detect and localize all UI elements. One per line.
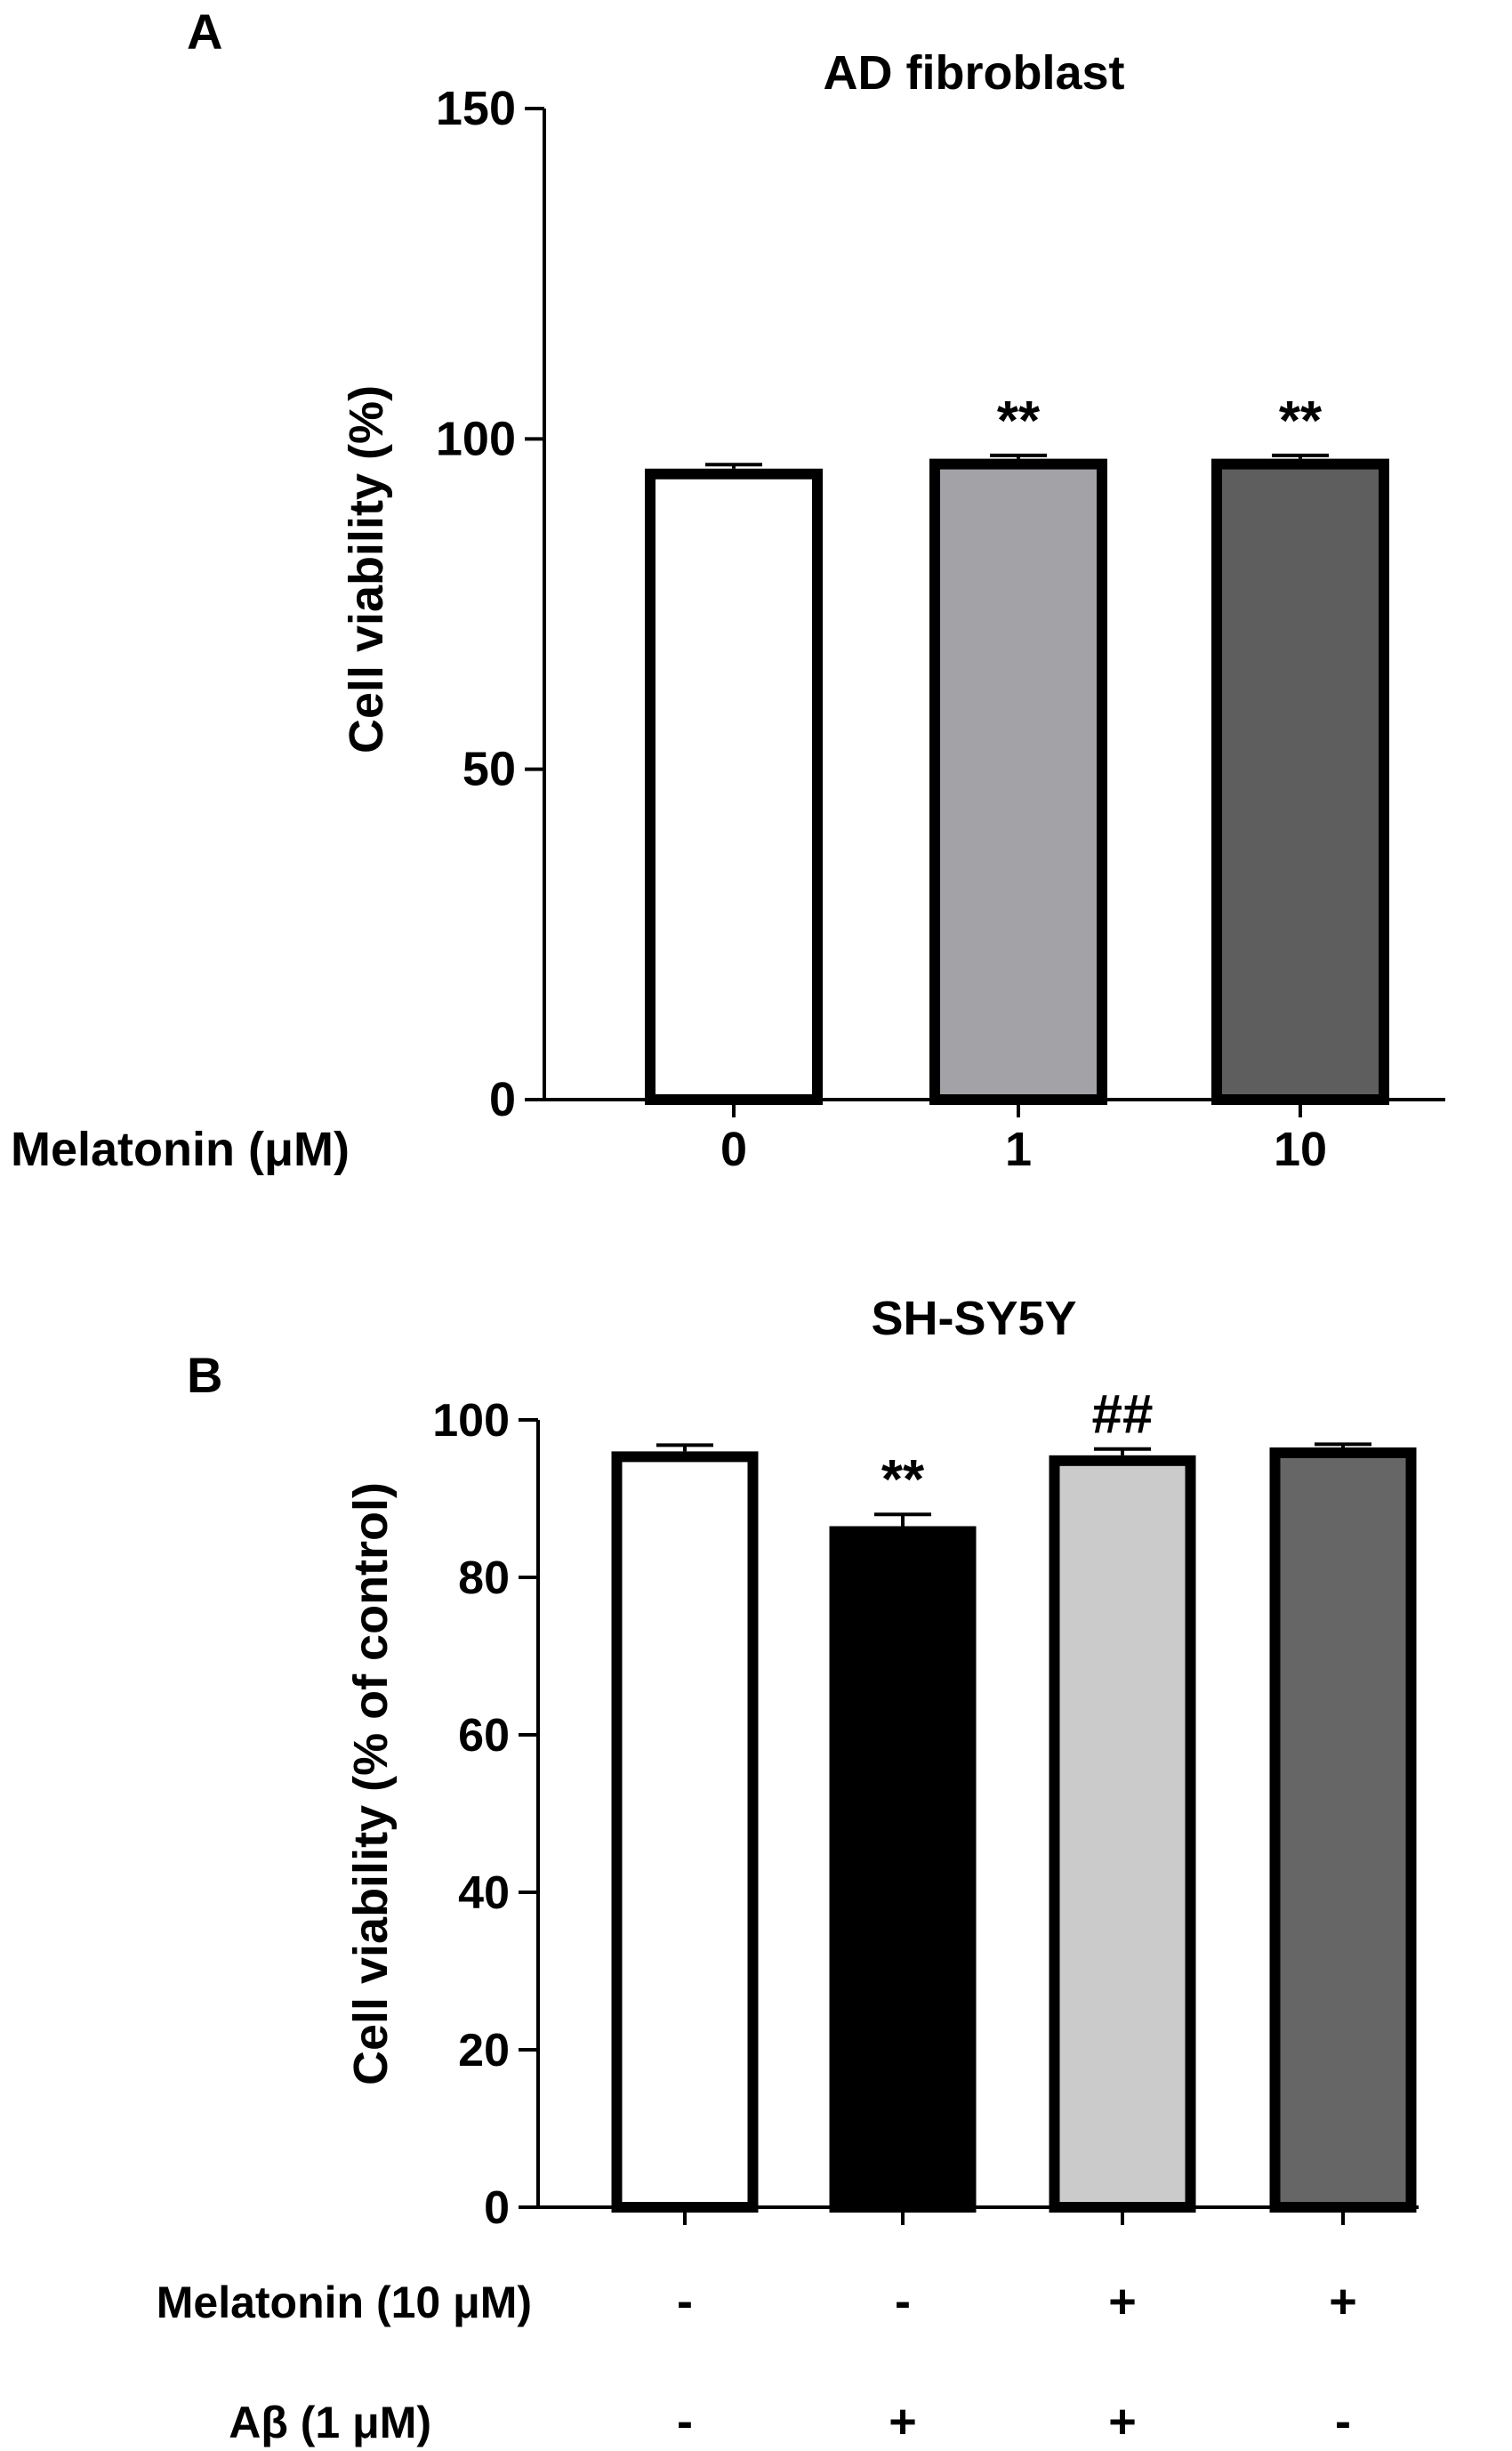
chart-b-y-tick-label: 80 bbox=[458, 1552, 510, 1604]
chart-b-condition-label-melatonin: Melatonin (10 μM) bbox=[157, 2278, 532, 2327]
chart-a-x-tick-label: 1 bbox=[1005, 1123, 1032, 1176]
chart-b-y-tick-label: 0 bbox=[484, 2182, 510, 2234]
chart-a-y-tick-label: 100 bbox=[436, 412, 516, 465]
chart-a-y-tick-label: 0 bbox=[489, 1073, 516, 1126]
panel-a-label: A bbox=[187, 4, 222, 60]
chart-b-condition-sign: - bbox=[895, 2275, 911, 2328]
chart-a-significance-label: ** bbox=[1279, 391, 1323, 452]
chart-a-x-axis-label: Melatonin (μM) bbox=[11, 1123, 350, 1176]
chart-a: AD fibroblast Cell viability (%) Melaton… bbox=[11, 46, 1445, 1176]
chart-a-y-tick-label: 50 bbox=[462, 743, 516, 796]
panel-b-label: B bbox=[187, 1347, 222, 1403]
chart-b-condition-label-abeta: Aβ (1 μM) bbox=[229, 2398, 431, 2447]
chart-a-y-tick-label: 150 bbox=[436, 82, 516, 135]
chart-b-condition-sign: + bbox=[1108, 2395, 1137, 2448]
chart-b-condition-sign: - bbox=[1335, 2395, 1351, 2448]
chart-b-bar bbox=[1049, 1455, 1196, 2213]
chart-b-y-tick-label: 20 bbox=[458, 2025, 510, 2076]
chart-b-bar bbox=[611, 1451, 759, 2213]
chart-b-y-tick-label: 60 bbox=[458, 1710, 510, 1762]
chart-b-y-tick-label: 40 bbox=[458, 1867, 510, 1919]
chart-a-significance-label: ** bbox=[997, 391, 1041, 452]
chart-b-condition-sign: + bbox=[889, 2395, 917, 2448]
chart-b-significance-label: ** bbox=[881, 1449, 925, 1511]
chart-b-y-axis-label: Cell viability (% of control) bbox=[344, 1482, 398, 2085]
chart-a-x-tick-label: 0 bbox=[720, 1123, 747, 1176]
chart-b-bar bbox=[1269, 1447, 1417, 2213]
chart-a-y-axis-label: Cell viability (%) bbox=[340, 385, 393, 754]
chart-b-significance-label: ## bbox=[1092, 1384, 1154, 1446]
chart-a-bar bbox=[1211, 458, 1389, 1105]
chart-b-condition-sign: + bbox=[1329, 2275, 1357, 2328]
chart-b-condition-sign: + bbox=[1108, 2275, 1137, 2328]
chart-b-title: SH-SY5Y bbox=[871, 1292, 1076, 1345]
chart-b-bar bbox=[829, 1526, 977, 2213]
chart-a-bar bbox=[929, 458, 1107, 1105]
chart-b-y-tick-label: 100 bbox=[432, 1395, 510, 1447]
chart-a-bar bbox=[645, 468, 823, 1105]
chart-b-condition-sign: - bbox=[677, 2395, 693, 2448]
chart-b-condition-sign: - bbox=[677, 2275, 693, 2328]
chart-b: SH-SY5Y Cell viability (% of control) Me… bbox=[157, 1292, 1419, 2448]
chart-a-x-tick-label: 10 bbox=[1274, 1123, 1327, 1176]
chart-a-title: AD fibroblast bbox=[823, 46, 1124, 100]
